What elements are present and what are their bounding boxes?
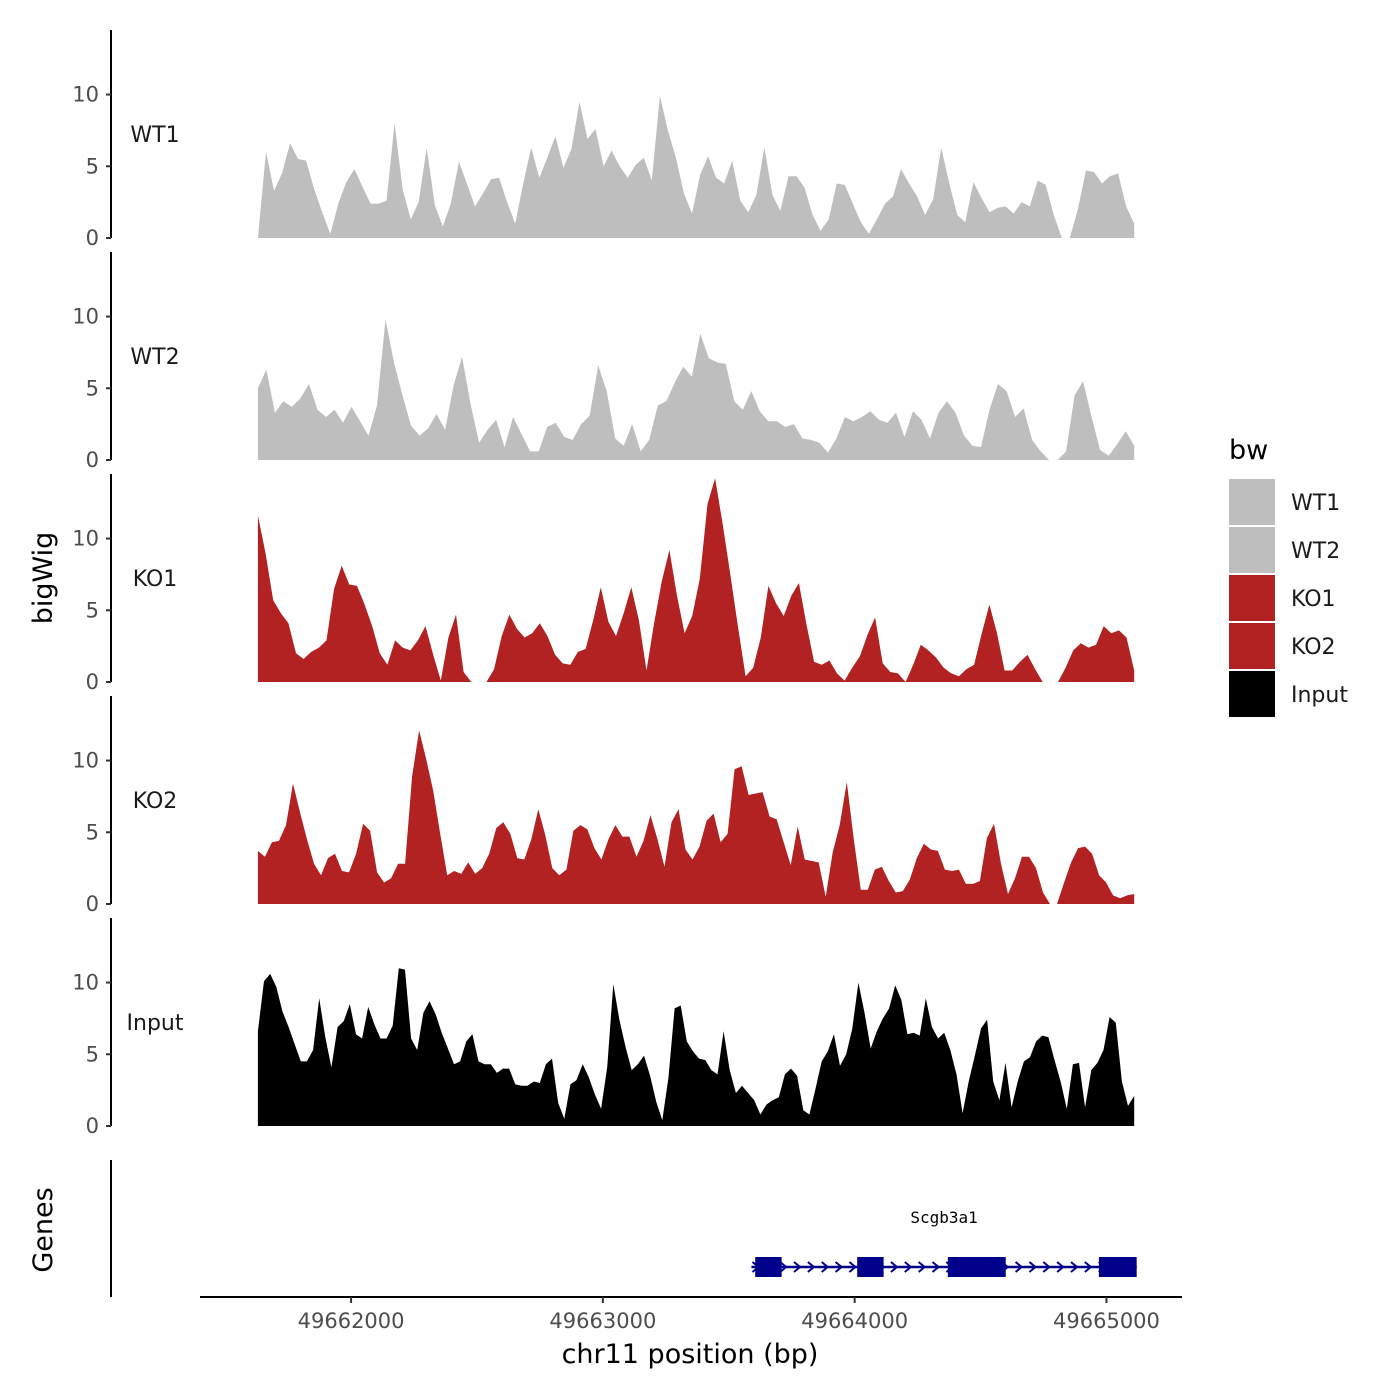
strand-arrow [1070,1261,1079,1273]
legend-label: WT1 [1291,491,1340,516]
area-wt1 [257,96,1135,238]
strand-arrow [1028,1261,1038,1273]
x-tick-label: 49663000 [549,1309,656,1333]
y-tick-label: 5 [86,820,99,844]
legend-swatch [1229,575,1275,621]
legend-label: WT2 [1291,539,1340,564]
strand-arrow [1014,1261,1024,1273]
track-input: 0 5 10 Input [72,918,1135,1138]
area-ko1 [257,478,1135,682]
y-tick-label: 0 [86,892,99,916]
legend: bw WT1 WT2 KO1 KO2 Input [1229,435,1348,717]
genes-panel: Scgb3a1 [110,1160,1137,1297]
y-tick-label: 5 [86,154,99,178]
gene-exon [1098,1257,1137,1277]
x-axis: 49662000 49663000 49664000 49665000 [200,1296,1182,1333]
y-tick-label: 10 [72,971,99,995]
area-input [257,968,1135,1126]
strand-arrow [821,1261,830,1273]
y-tick-label: 10 [72,749,99,773]
gene-exon [857,1257,884,1277]
legend-label: KO2 [1291,635,1336,660]
track-wt2: 0 5 10 WT2 [72,252,1135,472]
strand-arrow [904,1261,913,1273]
legend-swatch [1229,623,1275,669]
legend-item-ko2: KO2 [1229,623,1336,669]
strand-arrow [807,1261,816,1273]
y-tick-label: 10 [72,83,99,107]
strand-arrow [1042,1261,1051,1273]
legend-swatch [1229,527,1275,573]
legend-swatch [1229,671,1275,717]
area-ko2 [257,730,1135,904]
legend-swatch [1229,479,1275,525]
genes-axis-title: Genes [28,1187,59,1272]
y-axis-title: bigWig [28,532,59,625]
y-tick-label: 10 [72,305,99,329]
track-label: KO1 [133,567,178,592]
track-ko1: 0 5 10 KO1 [72,474,1135,694]
legend-item-wt2: WT2 [1229,527,1340,573]
x-tick-label: 49664000 [801,1309,908,1333]
gene-label: Scgb3a1 [910,1208,977,1227]
track-label: WT2 [130,345,179,370]
y-tick-label: 5 [86,598,99,622]
legend-entries: WT1 WT2 KO1 KO2 Input [1229,479,1348,717]
track-label: WT1 [130,123,179,148]
y-tick-label: 0 [86,670,99,694]
strand-arrow [1084,1261,1093,1273]
strand-arrow [918,1261,927,1273]
gene-exon [947,1257,1006,1277]
area-wt2 [257,319,1135,460]
legend-item-input: Input [1229,671,1348,717]
strand-arrow [834,1261,844,1273]
x-axis-title: chr11 position (bp) [562,1339,819,1370]
strand-arrow [779,1261,788,1273]
y-tick-label: 0 [86,448,99,472]
y-tick-label: 5 [86,1042,99,1066]
track-label: KO2 [133,789,178,814]
legend-item-wt1: WT1 [1229,479,1340,525]
y-tick-label: 5 [86,376,99,400]
strand-arrow [890,1261,899,1273]
gene-exon [755,1257,782,1277]
legend-title: bw [1229,435,1268,466]
y-tick-label: 10 [72,527,99,551]
strand-arrow [931,1261,941,1273]
strand-arrow [1056,1261,1065,1273]
legend-label: Input [1291,683,1348,708]
x-tick-label: 49662000 [298,1309,405,1333]
track-label: Input [127,1011,184,1036]
track-panels: 0 5 10 WT1 0 5 10 WT2 0 5 10 KO1 0 5 10 KO2 0 5 10 Input [72,30,1135,1138]
legend-item-ko1: KO1 [1229,575,1336,621]
track-ko2: 0 5 10 KO2 [72,696,1135,916]
track-wt1: 0 5 10 WT1 [72,30,1135,250]
y-tick-label: 0 [86,1114,99,1138]
y-tick-label: 0 [86,226,99,250]
strand-arrow [848,1261,857,1273]
strand-arrow [793,1261,802,1273]
legend-label: KO1 [1291,587,1336,612]
x-tick-label: 49665000 [1053,1309,1160,1333]
